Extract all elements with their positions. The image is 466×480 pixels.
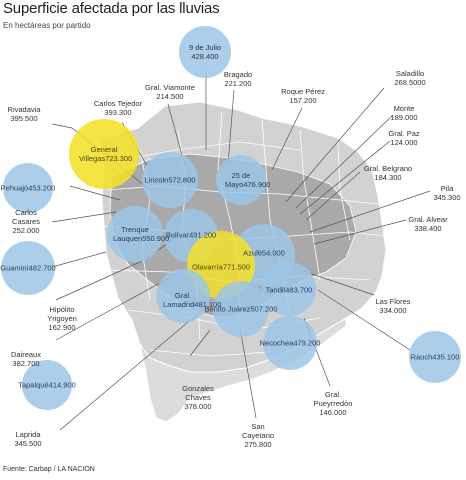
label-pehuajo: Pehuajó453.200 — [0, 183, 56, 193]
bubble-tapalque — [22, 360, 72, 410]
bubble-benito-juarez — [213, 281, 269, 337]
label-gral-lamadrid: Gral. Lamadrid481.100 — [163, 291, 222, 309]
label-gral-viamonte: Gral. Viamonte 214.500 — [145, 83, 195, 101]
label-gral-paz: Gral. Paz 124.000 — [388, 129, 420, 147]
label-daireaux: Daireaux 382.700 — [10, 350, 42, 368]
map-title: Superficie afectada por las lluvias — [3, 0, 220, 17]
source-credit: Fuente: Carbap / LA NACION — [3, 466, 95, 473]
label-laprida: Laprida 345.500 — [14, 430, 42, 448]
label-san-cayetano: San Cayetano 275.800 — [241, 422, 275, 449]
label-monte: Monte 189.000 — [390, 104, 418, 122]
bubble-lincoln — [142, 152, 198, 208]
label-guamini: Guaminí482.700 — [0, 263, 56, 273]
label-olavarria: Olavarría771.500 — [192, 262, 250, 272]
label-gral-pueyrredon: Gral. Pueyrredón 146.000 — [313, 390, 353, 417]
label-tapalque: Tapalqué414.900 — [18, 380, 76, 390]
label-general-villegas: General Villegas723.300 — [79, 145, 133, 163]
label-veinticinco-de-mayo: 25 de Mayo476.900 — [225, 171, 271, 189]
label-trenque-lauquen: Trenque Lauquen550.900 — [113, 225, 170, 243]
bubble-trenque-lauquen — [107, 206, 163, 262]
label-azul: Azul654.000 — [243, 248, 285, 258]
bubbles — [1, 26, 461, 410]
label-nueve-de-julio: 9 de Julio 428.400 — [188, 43, 222, 61]
label-lincoln: Lincoln572.800 — [144, 175, 196, 185]
bubble-rauch — [409, 331, 461, 383]
label-necochea: Necochea479.200 — [259, 338, 321, 348]
bubble-veinticinco-de-mayo — [216, 155, 266, 205]
map-subtitle: En hectáreas por partido — [3, 21, 91, 30]
label-hipolito-yrigoyen: Hipólito Yrigoyen 162.900 — [47, 305, 77, 332]
label-bolivar: Bolívar491.200 — [165, 230, 217, 240]
label-gonzales-chaves: Gonzales Chaves 378.000 — [182, 384, 214, 411]
bubble-tandil — [262, 262, 316, 316]
label-saladillo: Saladillo 268.5000 — [394, 69, 426, 87]
label-las-flores: Las Flores 334.000 — [375, 297, 411, 315]
bubble-nueve-de-julio — [179, 26, 231, 78]
label-gral-alvear: Gral. Alvear 338.400 — [408, 215, 448, 233]
label-bragado: Bragado 221.200 — [223, 70, 253, 88]
label-gral-belgrano: Gral. Belgrano 184.300 — [363, 164, 413, 182]
label-tandil: Tandil483.700 — [265, 285, 313, 295]
bubble-guamini — [1, 241, 55, 295]
bubble-general-villegas — [69, 119, 139, 189]
label-rauch: Rauch435.100 — [410, 352, 460, 362]
bubble-necochea — [263, 316, 317, 370]
label-pila: Pila 345.300 — [433, 184, 461, 202]
bubble-gral-lamadrid — [156, 269, 210, 323]
label-benito-juarez: Benito Juárez507.200 — [204, 304, 278, 314]
label-rivadavia: Rivadavia 395.500 — [7, 105, 41, 123]
label-roque-perez: Roque Pérez 157.200 — [281, 87, 325, 105]
label-carlos-casares: Carlos Casares 252.000 — [12, 208, 40, 235]
label-carlos-tejedor: Carlos Tejedor 393.300 — [93, 99, 143, 117]
bubble-pehuajo — [3, 163, 53, 213]
